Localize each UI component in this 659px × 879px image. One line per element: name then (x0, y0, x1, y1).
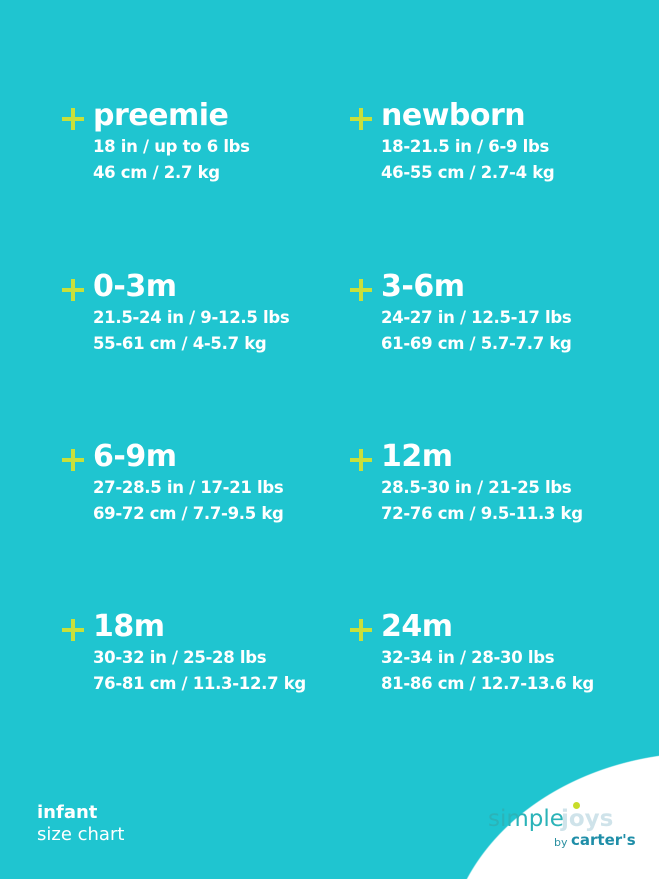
plus-icon (62, 279, 84, 301)
size-label: 3-6m (381, 269, 465, 304)
size-label: 24m (381, 609, 453, 644)
size-imperial: 27-28.5 in / 17-21 lbs (93, 478, 284, 497)
size-imperial: 32-34 in / 28-30 lbs (381, 648, 555, 667)
logo-by: by (554, 836, 568, 849)
logo-carters: carter's (571, 831, 636, 849)
logo-simple: simple (488, 806, 564, 832)
size-imperial: 28.5-30 in / 21-25 lbs (381, 478, 572, 497)
size-metric: 61-69 cm / 5.7-7.7 kg (381, 334, 572, 353)
size-imperial: 30-32 in / 25-28 lbs (93, 648, 267, 667)
simple-joys-logo: simple joys by carter's (488, 802, 648, 866)
size-label: preemie (93, 98, 229, 133)
size-metric: 46 cm / 2.7 kg (93, 163, 220, 182)
size-metric: 76-81 cm / 11.3-12.7 kg (93, 674, 306, 693)
plus-icon (62, 449, 84, 471)
size-metric: 55-61 cm / 4-5.7 kg (93, 334, 267, 353)
size-imperial: 21.5-24 in / 9-12.5 lbs (93, 308, 290, 327)
size-label: 6-9m (93, 439, 177, 474)
logo-dot-icon (573, 802, 580, 809)
caption-infant: infant (37, 802, 98, 823)
size-label: 18m (93, 609, 165, 644)
plus-icon (350, 279, 372, 301)
chart-caption: infant size chart (37, 802, 124, 846)
caption-size-chart: size chart (37, 824, 125, 845)
size-imperial: 18 in / up to 6 lbs (93, 137, 250, 156)
size-metric: 81-86 cm / 12.7-13.6 kg (381, 674, 594, 693)
size-label: newborn (381, 98, 526, 133)
size-metric: 46-55 cm / 2.7-4 kg (381, 163, 555, 182)
size-metric: 72-76 cm / 9.5-11.3 kg (381, 504, 583, 523)
plus-icon (62, 619, 84, 641)
size-metric: 69-72 cm / 7.7-9.5 kg (93, 504, 284, 523)
plus-icon (350, 449, 372, 471)
logo-joys: joys (561, 806, 614, 832)
size-imperial: 24-27 in / 12.5-17 lbs (381, 308, 572, 327)
plus-icon (350, 108, 372, 130)
size-label: 0-3m (93, 269, 177, 304)
logo-circle (445, 752, 659, 879)
size-label: 12m (381, 439, 453, 474)
plus-icon (350, 619, 372, 641)
size-imperial: 18-21.5 in / 6-9 lbs (381, 137, 550, 156)
plus-icon (62, 108, 84, 130)
